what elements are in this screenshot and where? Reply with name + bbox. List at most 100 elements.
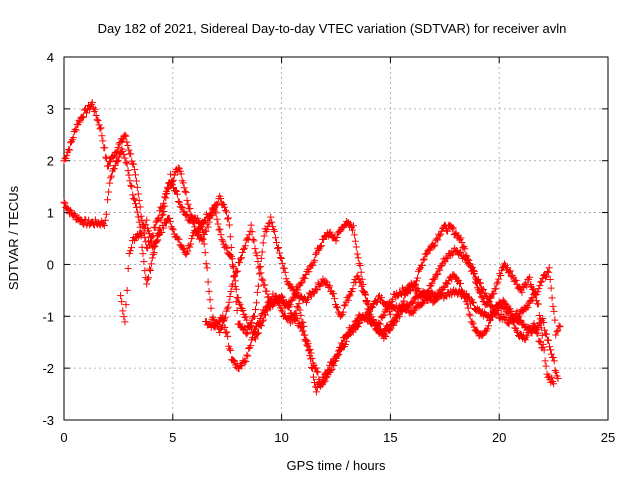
data-point	[465, 256, 473, 264]
data-point	[487, 313, 495, 321]
data-point	[115, 140, 123, 148]
data-point	[548, 374, 556, 382]
data-point	[160, 224, 168, 232]
data-point	[383, 305, 391, 313]
data-point	[222, 208, 230, 216]
data-point	[224, 214, 232, 222]
data-point	[82, 109, 90, 117]
data-point	[225, 298, 233, 306]
data-point	[216, 328, 224, 336]
data-point	[244, 329, 252, 337]
data-point	[281, 268, 289, 276]
data-point	[420, 255, 428, 263]
data-point	[171, 186, 179, 194]
data-point	[305, 268, 313, 276]
data-point	[303, 295, 311, 303]
data-point	[115, 153, 123, 161]
data-points	[60, 99, 564, 396]
data-point	[226, 293, 234, 301]
data-point	[312, 285, 320, 293]
data-point	[223, 305, 231, 313]
data-point	[333, 233, 341, 241]
data-point	[323, 278, 331, 286]
data-point	[282, 299, 290, 307]
data-point	[224, 332, 232, 340]
data-point	[531, 323, 539, 331]
data-point	[514, 328, 522, 336]
data-point	[543, 267, 551, 275]
data-point	[413, 277, 421, 285]
data-point	[243, 330, 251, 338]
data-point	[452, 273, 460, 281]
data-point	[104, 196, 112, 204]
data-point	[151, 242, 159, 250]
data-point	[309, 261, 317, 269]
data-point	[321, 377, 329, 385]
data-point	[153, 237, 161, 245]
data-point	[174, 198, 182, 206]
data-point	[467, 263, 475, 271]
data-point	[118, 298, 126, 306]
data-point	[466, 312, 474, 320]
data-point	[183, 210, 191, 218]
data-point	[468, 318, 476, 326]
data-point	[544, 268, 552, 276]
data-point	[295, 300, 303, 308]
data-point	[273, 238, 281, 246]
data-point	[386, 310, 394, 318]
data-point	[545, 343, 553, 351]
data-point	[226, 233, 234, 241]
data-point	[476, 289, 484, 297]
data-point	[161, 202, 169, 210]
data-point	[130, 160, 138, 168]
data-point	[253, 329, 261, 337]
data-point	[543, 330, 551, 338]
data-point	[251, 335, 259, 343]
data-point	[349, 285, 357, 293]
data-point	[510, 319, 518, 327]
data-point	[241, 242, 249, 250]
data-point	[313, 368, 321, 376]
data-point	[349, 322, 357, 330]
data-point	[440, 284, 448, 292]
data-point	[149, 250, 157, 258]
data-point	[219, 237, 227, 245]
data-point	[551, 316, 559, 324]
data-point	[210, 205, 218, 213]
data-point	[143, 280, 151, 288]
data-point	[186, 204, 194, 212]
data-point	[194, 214, 202, 222]
data-point	[124, 142, 132, 150]
data-point	[542, 272, 550, 280]
data-point	[238, 248, 246, 256]
data-point	[340, 302, 348, 310]
data-point	[71, 125, 79, 133]
data-point	[458, 239, 466, 247]
data-point	[348, 288, 356, 296]
data-point	[279, 308, 287, 316]
data-point	[249, 334, 257, 342]
data-point	[398, 290, 406, 298]
data-point	[154, 236, 162, 244]
data-point	[345, 292, 353, 300]
data-point	[143, 216, 151, 224]
data-point	[226, 345, 234, 353]
data-point	[251, 306, 259, 314]
data-point	[100, 222, 108, 230]
data-point	[63, 152, 71, 160]
data-point	[431, 275, 439, 283]
data-point	[313, 384, 321, 392]
data-point	[146, 266, 154, 274]
data-point	[532, 326, 540, 334]
data-point	[163, 189, 171, 197]
data-point	[131, 171, 139, 179]
data-point	[356, 261, 364, 269]
data-point	[535, 311, 543, 319]
data-point	[395, 308, 403, 316]
data-point	[347, 220, 355, 228]
data-point	[400, 297, 408, 305]
data-point	[304, 342, 312, 350]
data-point	[530, 285, 538, 293]
data-point	[444, 280, 452, 288]
data-point	[357, 268, 365, 276]
